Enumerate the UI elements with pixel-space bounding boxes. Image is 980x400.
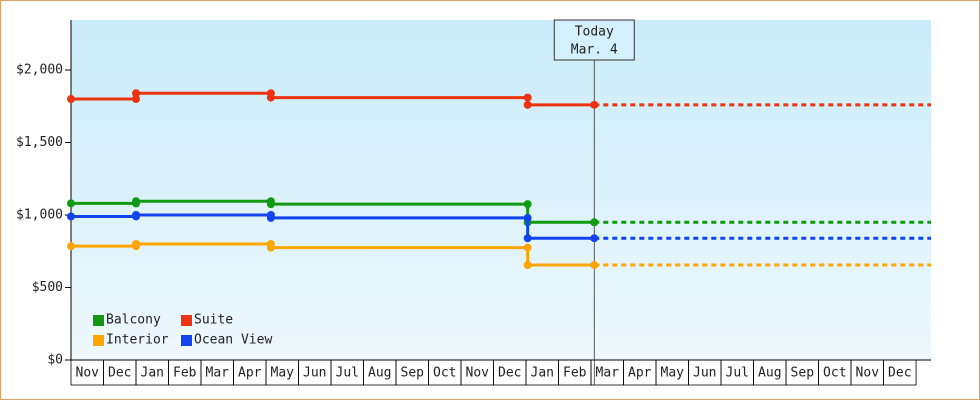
y-tick-label: $1,500	[16, 135, 63, 150]
point	[266, 200, 275, 209]
point	[67, 212, 75, 221]
x-tick-label: May	[661, 366, 685, 381]
point	[266, 243, 275, 252]
x-tick-label: Jun	[303, 366, 326, 381]
x-tick-label: Jan	[141, 366, 164, 381]
y-tick-label: $0	[47, 353, 63, 368]
point	[67, 242, 75, 251]
x-tick-label: Mar	[206, 366, 230, 381]
point	[523, 100, 532, 109]
today-label: Mar. 4	[571, 43, 618, 58]
point	[266, 213, 275, 222]
plot-area	[71, 20, 931, 360]
y-tick-label: $1,000	[16, 208, 63, 223]
x-tick-label: Aug	[758, 366, 781, 381]
point	[266, 93, 275, 102]
x-tick-label: Apr	[628, 366, 652, 381]
x-tick-label: Dec	[888, 366, 911, 381]
x-tick-label: Dec	[108, 366, 131, 381]
x-tick-label: Aug	[368, 366, 391, 381]
legend-label: Balcony	[106, 313, 161, 328]
x-tick-label: Jul	[726, 366, 749, 381]
point	[590, 261, 599, 270]
legend-label: Suite	[194, 313, 233, 328]
x-tick-label: Dec	[498, 366, 521, 381]
legend-swatch	[181, 315, 192, 326]
point	[590, 100, 599, 109]
x-tick-cell	[883, 359, 917, 386]
x-tick-label: Sep	[791, 366, 815, 381]
point	[523, 261, 532, 270]
x-tick-label: May	[271, 366, 295, 381]
legend-label: Interior	[106, 333, 169, 348]
y-tick-label: $2,000	[16, 63, 63, 78]
point	[132, 89, 141, 98]
point	[523, 200, 532, 209]
point	[132, 197, 141, 206]
y-tick-label: $500	[32, 280, 63, 295]
point	[523, 93, 532, 102]
legend-label: Ocean View	[194, 333, 272, 348]
today-box	[553, 19, 635, 61]
x-tick-label: Oct	[433, 366, 456, 381]
x-tick-label: Mar	[596, 366, 620, 381]
point	[590, 218, 599, 227]
legend-swatch	[93, 335, 104, 346]
x-tick-label: Nov	[76, 366, 100, 381]
point	[67, 199, 75, 208]
point	[523, 243, 532, 252]
x-tick-label: Feb	[563, 366, 587, 381]
today-label: Today	[575, 25, 614, 40]
x-tick-label: Sep	[401, 366, 425, 381]
x-tick-label: Jun	[693, 366, 716, 381]
point	[523, 234, 532, 243]
point	[132, 211, 141, 220]
x-tick-label: Nov	[466, 366, 490, 381]
x-tick-label: Apr	[238, 366, 262, 381]
point	[67, 95, 75, 104]
point	[590, 234, 599, 243]
x-tick-label: Jul	[336, 366, 359, 381]
point	[523, 213, 532, 222]
x-tick-label: Oct	[823, 366, 846, 381]
legend-swatch	[93, 315, 104, 326]
x-tick-label: Jan	[531, 366, 554, 381]
x-tick-label: Nov	[856, 366, 880, 381]
point	[132, 95, 141, 104]
point	[132, 240, 141, 249]
legend-swatch	[181, 335, 192, 346]
x-tick-label: Feb	[173, 366, 197, 381]
